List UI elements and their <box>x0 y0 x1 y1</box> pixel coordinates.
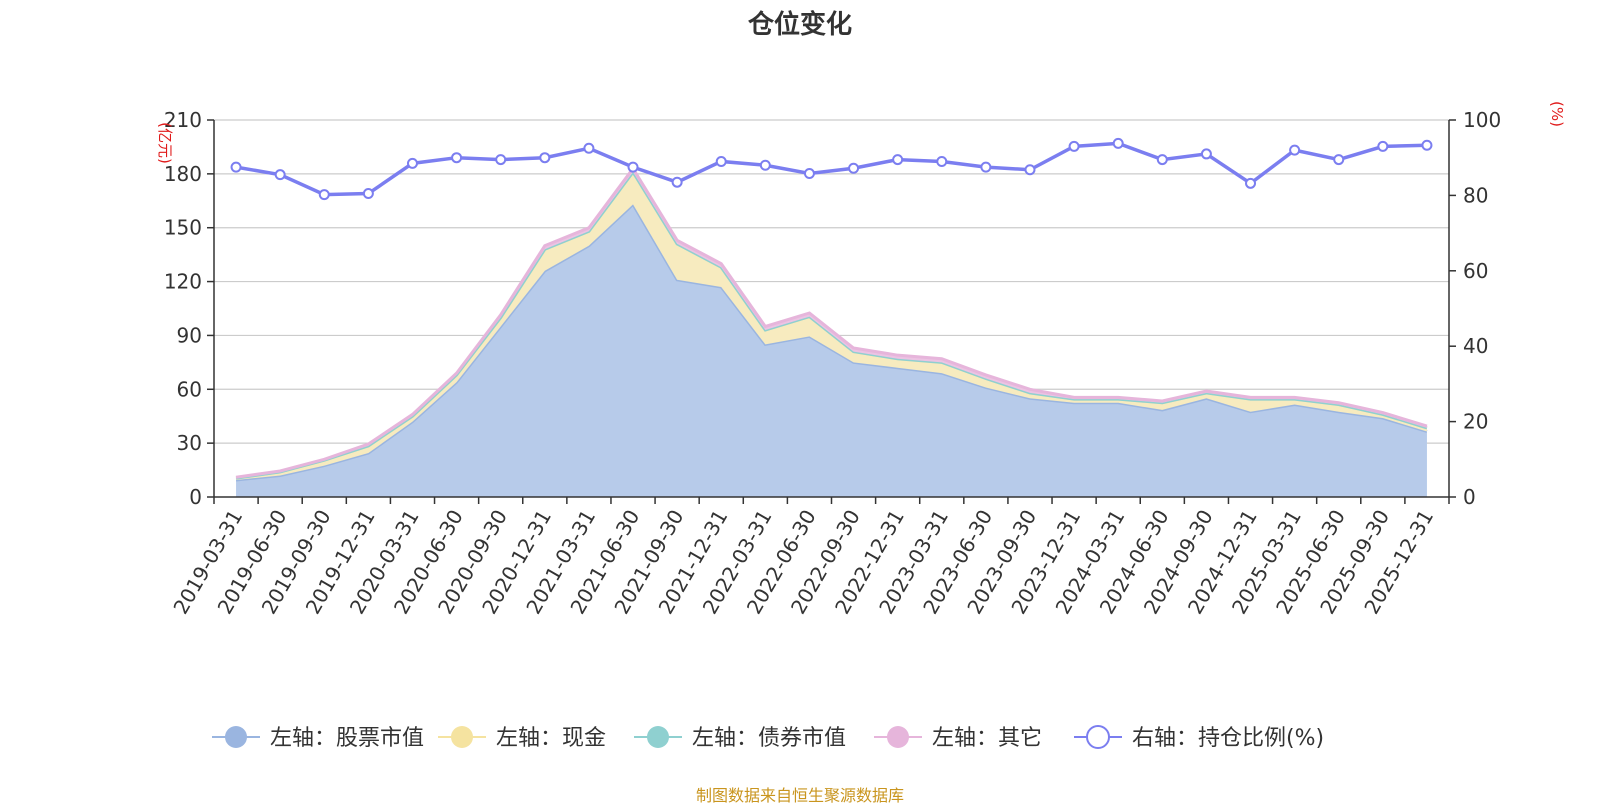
legend: 左轴：股票市值 左轴：现金 左轴：债券市值 左轴：其它 右轴：持仓比例(%) <box>212 725 1324 751</box>
ratio-point <box>1156 154 1168 166</box>
left-tick-label: 180 <box>164 162 202 186</box>
legend-marker <box>887 726 909 748</box>
ratio-point <box>318 189 330 201</box>
ratio-point <box>451 152 463 164</box>
legend-label: 右轴：持仓比例(%) <box>1132 726 1324 751</box>
legend-marker <box>1086 725 1110 749</box>
chart-title: 仓位变化 <box>747 10 852 40</box>
legend-item: 左轴：其它 <box>874 726 1042 751</box>
area-edge-左轴：其它 <box>235 165 1428 479</box>
ratio-point <box>1245 177 1257 189</box>
legend-marker <box>451 726 473 748</box>
ratio-point <box>1200 148 1212 160</box>
ratio-point <box>715 155 727 167</box>
legend-marker <box>225 726 247 748</box>
source-note: 制图数据来自恒生聚源数据库 <box>695 786 904 805</box>
ratio-point <box>1068 140 1080 152</box>
left-tick-label: 120 <box>164 270 202 294</box>
left-tick-label: 150 <box>164 216 202 240</box>
legend-item: 左轴：现金 <box>438 726 606 751</box>
ratio-point <box>848 162 860 174</box>
ratio-point <box>627 161 639 173</box>
ratio-point <box>539 152 551 164</box>
right-tick-label: 100 <box>1463 108 1501 132</box>
right-tick-label: 80 <box>1463 183 1488 207</box>
left-tick-label: 30 <box>177 431 202 455</box>
ratio-point <box>1333 154 1345 166</box>
ratio-point <box>803 168 815 180</box>
ratio-point <box>406 157 418 169</box>
ratio-point <box>362 188 374 200</box>
right-tick-label: 0 <box>1463 485 1476 509</box>
legend-marker <box>647 726 669 748</box>
ratio-point <box>274 169 286 181</box>
legend-item: 左轴：债券市值 <box>634 726 846 751</box>
ratio-point <box>671 176 683 188</box>
left-tick-label: 90 <box>177 323 202 347</box>
right-tick-label: 20 <box>1463 410 1488 434</box>
ratio-line <box>230 137 1433 201</box>
ratio-point <box>980 161 992 173</box>
area-左轴：现金 <box>236 172 1427 480</box>
ratio-point <box>759 159 771 171</box>
ratio-point <box>1289 144 1301 156</box>
legend-item: 右轴：持仓比例(%) <box>1074 725 1324 751</box>
ratio-point <box>1377 140 1389 152</box>
ratio-point <box>936 155 948 167</box>
legend-label: 左轴：其它 <box>932 726 1042 751</box>
stacked-areas <box>235 165 1428 497</box>
ratio-point <box>495 154 507 166</box>
right-tick-label: 40 <box>1463 334 1488 358</box>
left-axis-unit: (亿元) <box>156 122 174 164</box>
legend-item: 左轴：股票市值 <box>212 726 424 751</box>
left-tick-label: 60 <box>177 377 202 401</box>
right-tick-label: 60 <box>1463 259 1488 283</box>
ratio-point <box>1421 139 1433 151</box>
right-axis-unit: (%) <box>1548 101 1566 127</box>
ratio-series-line <box>235 141 1427 197</box>
legend-label: 左轴：现金 <box>496 726 606 751</box>
ratio-point <box>1112 137 1124 149</box>
ratio-point <box>230 161 242 173</box>
ratio-point <box>1024 164 1036 176</box>
ratio-point <box>583 142 595 154</box>
ratio-point <box>892 154 904 166</box>
left-tick-label: 0 <box>189 485 202 509</box>
left-tick-label: 210 <box>164 108 202 132</box>
legend-label: 左轴：债券市值 <box>692 726 846 751</box>
legend-label: 左轴：股票市值 <box>270 726 424 751</box>
